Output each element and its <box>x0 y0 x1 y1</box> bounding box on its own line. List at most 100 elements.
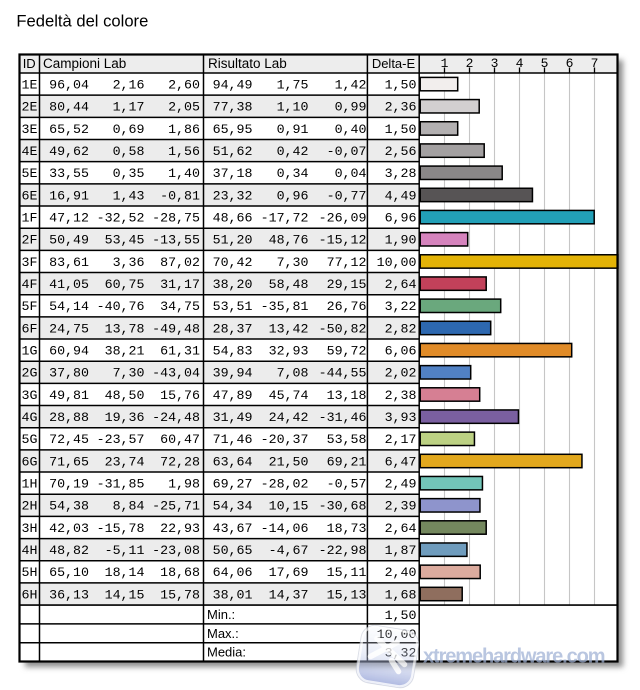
svg-text:2,05: 2,05 <box>168 100 200 115</box>
svg-text:2,02: 2,02 <box>385 366 417 381</box>
svg-text:49,62: 49,62 <box>49 144 89 159</box>
svg-text:0,69: 0,69 <box>113 122 145 137</box>
svg-text:60,75: 60,75 <box>105 277 145 292</box>
svg-text:1,50: 1,50 <box>385 122 417 137</box>
svg-text:7,08: 7,08 <box>277 366 309 381</box>
svg-text:48,66: 48,66 <box>213 211 253 226</box>
svg-text:-0,81: -0,81 <box>160 188 200 203</box>
svg-text:-23,08: -23,08 <box>152 543 200 558</box>
svg-text:60,94: 60,94 <box>49 344 89 359</box>
svg-text:-24,48: -24,48 <box>152 410 200 425</box>
svg-text:64,06: 64,06 <box>213 565 253 580</box>
svg-text:0,99: 0,99 <box>335 100 367 115</box>
svg-text:8,84: 8,84 <box>113 499 145 514</box>
svg-text:94,49: 94,49 <box>213 77 253 92</box>
svg-text:50,65: 50,65 <box>213 543 253 558</box>
svg-text:70,19: 70,19 <box>49 477 89 492</box>
svg-text:2E: 2E <box>22 100 38 115</box>
svg-text:42,03: 42,03 <box>49 521 89 536</box>
svg-text:34,75: 34,75 <box>160 299 200 314</box>
svg-text:2,64: 2,64 <box>385 277 417 292</box>
svg-text:29,15: 29,15 <box>327 277 367 292</box>
svg-text:51,20: 51,20 <box>213 233 253 248</box>
svg-text:-30,68: -30,68 <box>319 499 367 514</box>
svg-text:2,38: 2,38 <box>385 388 417 403</box>
svg-text:21,50: 21,50 <box>269 454 309 469</box>
svg-text:10,15: 10,15 <box>269 499 309 514</box>
svg-text:1,17: 1,17 <box>113 100 145 115</box>
svg-text:-31,85: -31,85 <box>97 477 145 492</box>
svg-text:22,93: 22,93 <box>160 521 200 536</box>
svg-text:3,28: 3,28 <box>385 166 417 181</box>
svg-text:5F: 5F <box>22 299 38 314</box>
svg-text:2G: 2G <box>22 366 38 381</box>
svg-text:18,68: 18,68 <box>160 565 200 580</box>
svg-text:1: 1 <box>441 56 449 71</box>
svg-text:-43,04: -43,04 <box>152 366 200 381</box>
svg-text:71,46: 71,46 <box>213 432 253 447</box>
svg-text:31,17: 31,17 <box>160 277 200 292</box>
svg-text:65,52: 65,52 <box>49 122 89 137</box>
svg-text:51,62: 51,62 <box>213 144 253 159</box>
svg-text:2,36: 2,36 <box>385 100 417 115</box>
svg-text:49,81: 49,81 <box>49 388 89 403</box>
svg-text:4F: 4F <box>22 277 38 292</box>
svg-text:1,43: 1,43 <box>113 188 145 203</box>
svg-text:-22,98: -22,98 <box>319 543 367 558</box>
svg-text:4,49: 4,49 <box>385 188 417 203</box>
svg-text:10,00: 10,00 <box>377 255 417 270</box>
svg-text:15,78: 15,78 <box>160 587 200 602</box>
svg-text:-0,57: -0,57 <box>327 477 367 492</box>
svg-text:Min.:: Min.: <box>207 607 235 622</box>
svg-text:65,95: 65,95 <box>213 122 253 137</box>
svg-text:37,18: 37,18 <box>213 166 253 181</box>
svg-text:1,10: 1,10 <box>277 100 309 115</box>
svg-text:0,42: 0,42 <box>277 144 309 159</box>
svg-text:0,04: 0,04 <box>335 166 367 181</box>
svg-text:13,18: 13,18 <box>327 388 367 403</box>
svg-text:1,68: 1,68 <box>385 587 417 602</box>
svg-text:17,69: 17,69 <box>269 565 309 580</box>
svg-text:1,87: 1,87 <box>385 543 417 558</box>
svg-text:6,47: 6,47 <box>385 454 417 469</box>
svg-text:1,86: 1,86 <box>168 122 200 137</box>
svg-text:28,88: 28,88 <box>49 410 89 425</box>
svg-text:2,39: 2,39 <box>385 499 417 514</box>
svg-text:38,20: 38,20 <box>213 277 253 292</box>
svg-text:2F: 2F <box>22 233 38 248</box>
svg-text:-50,82: -50,82 <box>319 321 367 336</box>
svg-text:1F: 1F <box>22 211 38 226</box>
svg-text:19,36: 19,36 <box>105 410 145 425</box>
svg-text:65,10: 65,10 <box>49 565 89 580</box>
svg-text:59,72: 59,72 <box>327 344 367 359</box>
svg-text:5G: 5G <box>22 432 38 447</box>
svg-text:5E: 5E <box>22 166 38 181</box>
svg-text:80,44: 80,44 <box>49 100 89 115</box>
svg-text:1E: 1E <box>22 77 38 92</box>
svg-text:53,58: 53,58 <box>327 432 367 447</box>
svg-text:26,76: 26,76 <box>327 299 367 314</box>
svg-text:3: 3 <box>491 56 499 71</box>
svg-text:2,16: 2,16 <box>113 77 145 92</box>
svg-text:6G: 6G <box>22 454 38 469</box>
svg-text:39,94: 39,94 <box>213 366 253 381</box>
svg-text:58,48: 58,48 <box>269 277 309 292</box>
svg-text:2,40: 2,40 <box>385 565 417 580</box>
svg-text:14,15: 14,15 <box>105 587 145 602</box>
svg-text:72,28: 72,28 <box>160 454 200 469</box>
svg-text:-23,57: -23,57 <box>97 432 145 447</box>
svg-text:-25,71: -25,71 <box>152 499 200 514</box>
svg-text:54,38: 54,38 <box>49 499 89 514</box>
svg-text:-14,06: -14,06 <box>261 521 309 536</box>
svg-text:14,37: 14,37 <box>269 587 309 602</box>
svg-text:24,42: 24,42 <box>269 410 309 425</box>
svg-text:xtremehardware.com: xtremehardware.com <box>423 646 605 668</box>
svg-text:Risultato Lab: Risultato Lab <box>208 56 287 71</box>
svg-text:Media:: Media: <box>207 645 246 660</box>
svg-text:Fedeltà del colore: Fedeltà del colore <box>16 11 148 30</box>
svg-text:1H: 1H <box>22 477 38 492</box>
svg-text:3E: 3E <box>22 122 38 137</box>
svg-text:2: 2 <box>466 56 474 71</box>
svg-text:0,91: 0,91 <box>277 122 309 137</box>
svg-text:23,74: 23,74 <box>105 454 145 469</box>
